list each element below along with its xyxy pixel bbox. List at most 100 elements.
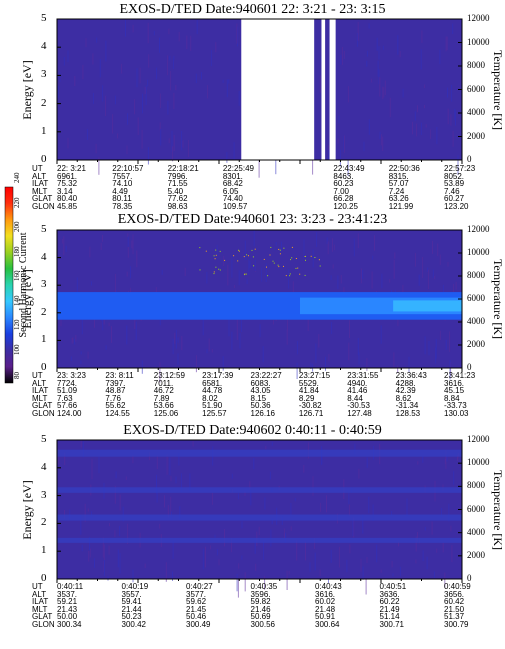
- texture-mark: [178, 452, 180, 466]
- table-cell: 6.05: [222, 186, 239, 196]
- table-cell: 8315.: [388, 171, 409, 181]
- texture-mark: [376, 37, 378, 51]
- table-cell: 74.40: [222, 194, 243, 204]
- speckle: [295, 267, 297, 269]
- table-cell: 51.37: [444, 612, 465, 622]
- table-cell: 3537.: [57, 589, 78, 599]
- table-cell: -33.73: [444, 401, 467, 411]
- speckle: [263, 258, 265, 260]
- texture-mark: [397, 365, 399, 373]
- texture-mark: [105, 95, 107, 117]
- texture-mark: [393, 259, 395, 279]
- texture-mark: [208, 338, 210, 352]
- y2-tick-label: 12000: [467, 13, 490, 23]
- texture-mark: [168, 138, 170, 144]
- texture-mark: [420, 49, 422, 70]
- y2-tick-label: 6000: [467, 503, 485, 514]
- y2-tick-label: 10000: [467, 247, 490, 257]
- y2-tick-label: 4000: [467, 107, 485, 117]
- speckle: [299, 273, 301, 275]
- table-cell: 23: 3:23: [57, 371, 86, 380]
- texture-mark: [451, 545, 453, 563]
- speckle: [291, 246, 293, 248]
- texture-mark: [349, 320, 350, 339]
- texture-mark: [147, 147, 149, 165]
- texture-mark: [111, 326, 112, 343]
- texture-mark: [254, 539, 256, 554]
- texture-mark: [381, 273, 383, 289]
- table-cell: 78.35: [112, 202, 133, 211]
- texture-mark: [244, 572, 246, 592]
- energy-band: [57, 514, 462, 521]
- texture-mark: [164, 495, 165, 508]
- texture-mark: [209, 545, 211, 550]
- colorbar-gradient: [5, 187, 13, 383]
- texture-mark: [249, 260, 251, 269]
- texture-mark: [371, 271, 373, 289]
- texture-mark: [159, 362, 161, 383]
- table-row-name: GLAT: [32, 401, 53, 411]
- texture-mark: [347, 158, 349, 176]
- table-cell: 63.26: [388, 194, 409, 204]
- texture-mark: [281, 241, 282, 252]
- table-cell: 8.02: [202, 393, 218, 403]
- y-tick-label: 0: [41, 153, 47, 165]
- texture-mark: [263, 542, 265, 560]
- texture-mark: [424, 336, 426, 355]
- texture-mark: [234, 284, 236, 288]
- texture-mark: [457, 455, 458, 462]
- texture-mark: [447, 108, 449, 125]
- texture-mark: [337, 138, 339, 144]
- texture-mark: [122, 506, 124, 522]
- table-cell: 23:41:23: [444, 371, 476, 380]
- texture-mark: [258, 158, 260, 178]
- texture-mark: [57, 85, 59, 98]
- texture-mark: [445, 36, 447, 52]
- texture-mark: [156, 488, 158, 503]
- texture-mark: [380, 569, 382, 573]
- texture-mark: [290, 503, 292, 516]
- texture-mark: [98, 157, 100, 175]
- y2-tick-label: 10000: [467, 457, 490, 468]
- table-cell: 7.63: [57, 393, 73, 403]
- speckle: [244, 274, 245, 276]
- speckle: [289, 273, 291, 275]
- table-cell: 41.46: [347, 386, 368, 396]
- speckle: [318, 259, 320, 261]
- texture-mark: [167, 100, 169, 115]
- texture-mark: [80, 515, 82, 535]
- texture-mark: [63, 236, 65, 256]
- texture-mark: [231, 473, 233, 479]
- texture-mark: [231, 331, 233, 350]
- table-cell: 7011.: [153, 378, 174, 388]
- texture-mark: [94, 317, 95, 328]
- texture-mark: [253, 458, 255, 470]
- texture-mark: [189, 473, 191, 492]
- speckle: [310, 255, 312, 257]
- texture-mark: [178, 31, 180, 42]
- table-cell: 3656.: [444, 589, 465, 599]
- texture-mark: [307, 310, 309, 331]
- texture-mark: [214, 534, 216, 538]
- texture-mark: [430, 129, 432, 139]
- texture-mark: [354, 443, 356, 454]
- table-cell: 8052.: [444, 171, 465, 181]
- texture-mark: [132, 24, 134, 33]
- texture-mark: [446, 454, 448, 462]
- texture-mark: [159, 93, 161, 109]
- texture-mark: [173, 92, 175, 109]
- y2-tick-label: 2000: [467, 549, 485, 560]
- texture-mark: [75, 335, 77, 342]
- texture-mark: [294, 498, 296, 502]
- texture-mark: [259, 324, 261, 337]
- texture-mark: [332, 238, 333, 252]
- table-cell: 128.53: [395, 409, 421, 418]
- chart-title: EXOS-D/TED Date:940601 23: 3:23 - 23:41:…: [117, 212, 388, 227]
- texture-mark: [437, 243, 439, 257]
- table-cell: 126.71: [298, 409, 324, 418]
- texture-mark: [357, 338, 359, 356]
- texture-mark: [377, 60, 379, 77]
- texture-mark: [408, 356, 410, 372]
- table-cell: 124.55: [105, 409, 130, 418]
- speckle: [238, 249, 239, 251]
